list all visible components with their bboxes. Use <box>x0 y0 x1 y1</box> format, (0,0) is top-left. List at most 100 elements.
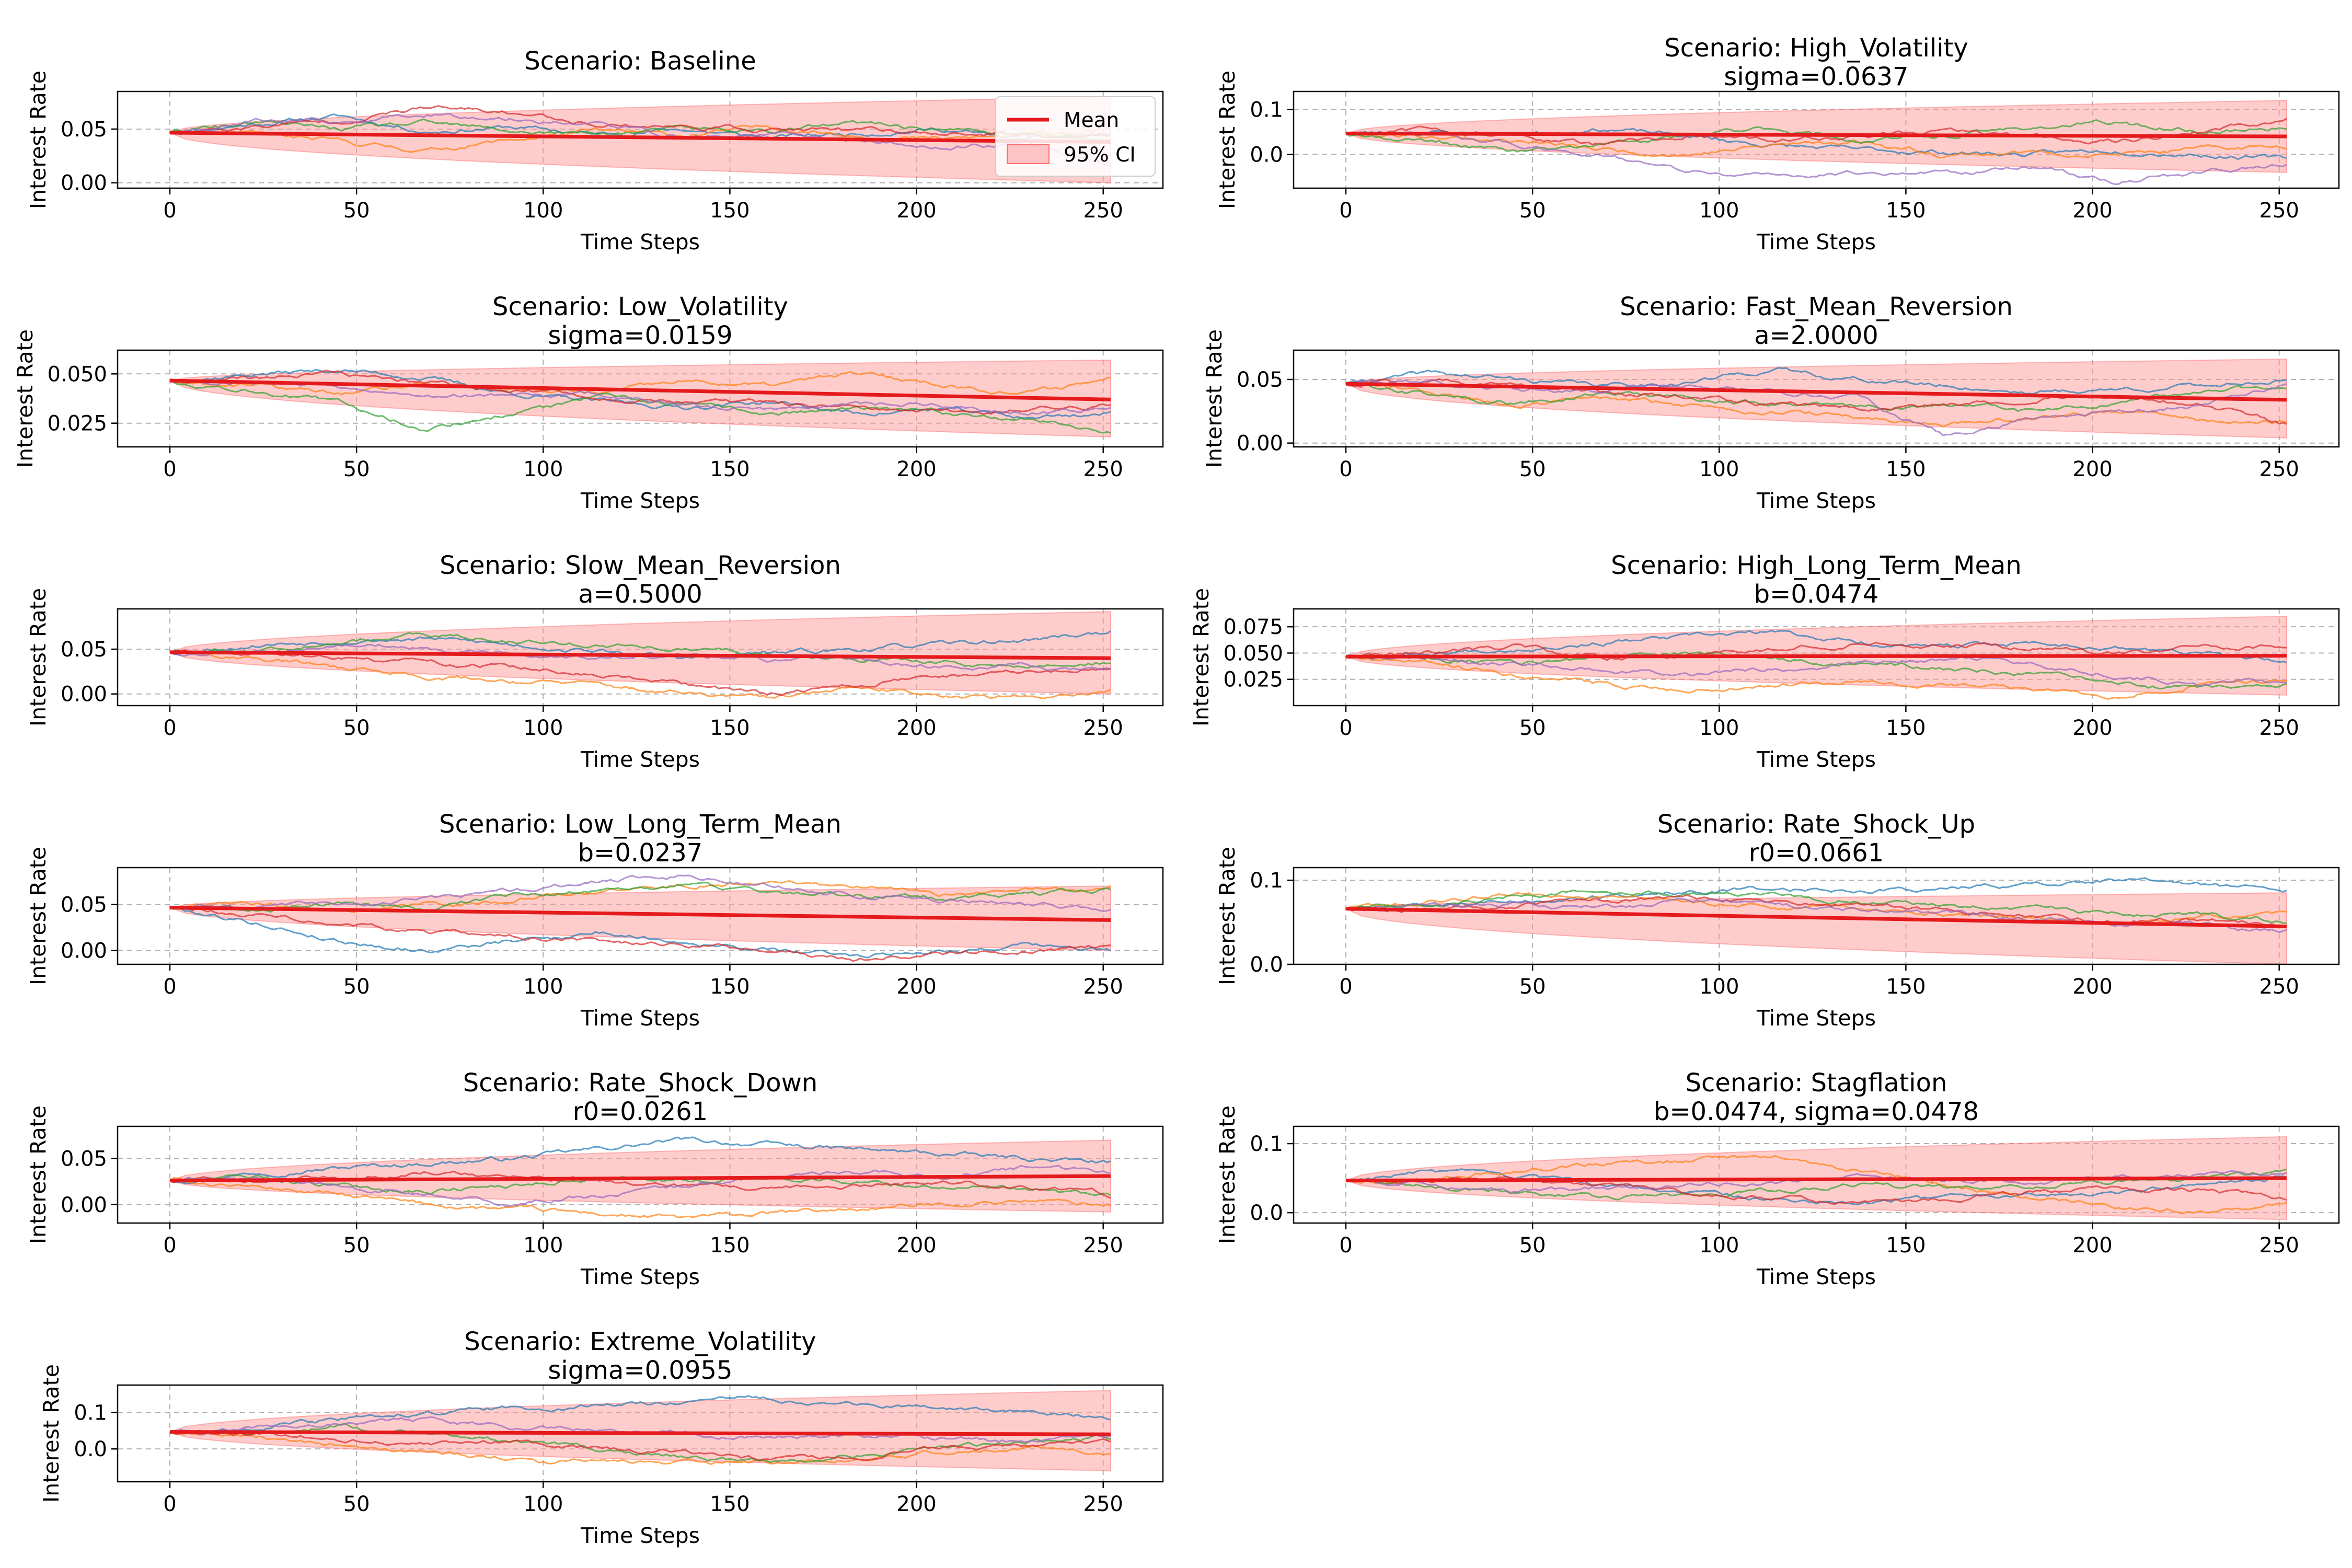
sample-path-2 <box>169 1177 1111 1218</box>
y-axis-label: Interest Rate <box>1215 1105 1240 1244</box>
y-axis-label: Interest Rate <box>1215 71 1240 209</box>
legend-mean-label: Mean <box>1064 109 1119 132</box>
axes-frame <box>117 867 1164 965</box>
x-tick-label: 100 <box>1699 975 1739 999</box>
mean-line <box>1345 382 2287 402</box>
y-tick-label: 0.050 <box>1223 641 1283 665</box>
mean-line <box>1345 654 2287 659</box>
sample-path-2 <box>169 1431 1111 1466</box>
x-tick-label: 0 <box>1339 199 1352 223</box>
x-tick-label: 50 <box>343 457 370 481</box>
y-tick-label: 0.0 <box>74 1437 107 1461</box>
subplot-subtitle: r0=0.0261 <box>573 1097 708 1126</box>
y-tick-label: 0.1 <box>74 1401 107 1425</box>
x-tick-label: 100 <box>1699 457 1739 481</box>
plot-area <box>1344 358 2287 439</box>
y-tick-label: 0.00 <box>61 683 107 707</box>
x-tick-label: 50 <box>343 716 370 740</box>
y-tick-label: 0.0 <box>1250 953 1283 977</box>
subplot-subtitle: b=0.0237 <box>578 838 703 868</box>
x-tick-label: 150 <box>710 1233 750 1258</box>
y-axis-label: Interest Rate <box>1215 847 1240 985</box>
x-axis-label: Time Steps <box>1756 488 1876 513</box>
subplot-subtitle: sigma=0.0955 <box>548 1356 732 1385</box>
x-axis-label: Time Steps <box>580 747 700 772</box>
mean-line <box>169 131 1111 144</box>
y-tick-label: 0.05 <box>61 118 107 142</box>
x-tick-label: 150 <box>710 716 750 740</box>
x-tick-label: 200 <box>2072 716 2112 740</box>
y-tick-label: 0.050 <box>47 362 107 386</box>
x-tick-label: 0 <box>163 716 176 740</box>
subplot-subtitle: a=2.0000 <box>1754 321 1878 350</box>
y-axis-label: Interest Rate <box>1202 329 1227 468</box>
axes-frame <box>117 608 1164 707</box>
plot-area <box>1344 877 2287 964</box>
x-tick-label: 0 <box>163 975 176 999</box>
sample-path-5 <box>1345 653 2287 687</box>
x-tick-label: 50 <box>1519 457 1546 481</box>
x-axis-label: Time Steps <box>1756 747 1876 772</box>
sample-path-1 <box>169 907 1111 959</box>
axes-frame <box>117 349 1164 448</box>
sample-path-3 <box>1345 890 2287 924</box>
plot-area <box>168 1136 1111 1218</box>
x-tick-label: 100 <box>1699 199 1739 223</box>
x-tick-label: 100 <box>523 457 563 481</box>
x-tick-label: 50 <box>343 1492 370 1516</box>
subplot-subtitle: a=0.5000 <box>578 580 702 609</box>
x-tick-label: 100 <box>523 199 563 223</box>
x-tick-label: 200 <box>2072 975 2112 999</box>
x-tick-label: 50 <box>1519 975 1546 999</box>
x-tick-label: 50 <box>1519 1233 1546 1258</box>
x-tick-label: 200 <box>896 199 936 223</box>
y-axis-label: Interest Rate <box>26 847 51 985</box>
x-tick-label: 200 <box>896 457 936 481</box>
x-axis-label: Time Steps <box>1756 229 1876 255</box>
x-tick-label: 200 <box>896 1233 936 1258</box>
ci-band <box>1344 892 2287 964</box>
x-tick-label: 50 <box>343 975 370 999</box>
x-tick-label: 150 <box>710 457 750 481</box>
x-tick-label: 150 <box>1886 1233 1926 1258</box>
x-tick-label: 250 <box>1083 716 1123 740</box>
x-tick-label: 200 <box>896 716 936 740</box>
x-tick-label: 0 <box>1339 975 1352 999</box>
plot-area <box>168 611 1111 699</box>
x-tick-label: 100 <box>1699 716 1739 740</box>
y-tick-label: 0.05 <box>1237 368 1283 392</box>
sample-path-2 <box>169 371 1111 396</box>
y-tick-label: 0.0 <box>1250 1201 1283 1225</box>
sample-path-5 <box>169 874 1111 913</box>
sample-path-5 <box>169 113 1111 167</box>
x-tick-label: 0 <box>163 1233 176 1258</box>
legend-ci-label: 95% CI <box>1064 143 1136 167</box>
x-axis-label: Time Steps <box>580 1264 700 1289</box>
x-axis-label: Time Steps <box>580 229 700 255</box>
x-axis-label: Time Steps <box>580 1523 700 1548</box>
x-tick-label: 250 <box>1083 457 1123 481</box>
sample-path-4 <box>1345 641 2287 661</box>
mean-line <box>169 905 1111 922</box>
sample-path-2 <box>1345 1155 2287 1215</box>
sample-path-2 <box>169 650 1111 699</box>
x-tick-label: 0 <box>163 1492 176 1516</box>
subplot-title: Scenario: High_Volatility <box>1664 33 1968 63</box>
x-tick-label: 100 <box>523 975 563 999</box>
plot-area <box>1344 1136 2287 1220</box>
sample-path-1 <box>1345 367 2287 395</box>
subplot-1: Scenario: Baseline 0 50 100 150 200 250 0.00 0.0… <box>26 47 1164 255</box>
x-tick-label: 0 <box>1339 457 1352 481</box>
ci-band <box>168 611 1111 695</box>
x-tick-label: 250 <box>1083 199 1123 223</box>
x-tick-label: 150 <box>1886 716 1926 740</box>
y-axis-label: Interest Rate <box>26 588 51 727</box>
y-tick-label: 0.00 <box>61 939 107 963</box>
x-tick-label: 200 <box>2072 1233 2112 1258</box>
sample-path-3 <box>1345 381 2287 412</box>
